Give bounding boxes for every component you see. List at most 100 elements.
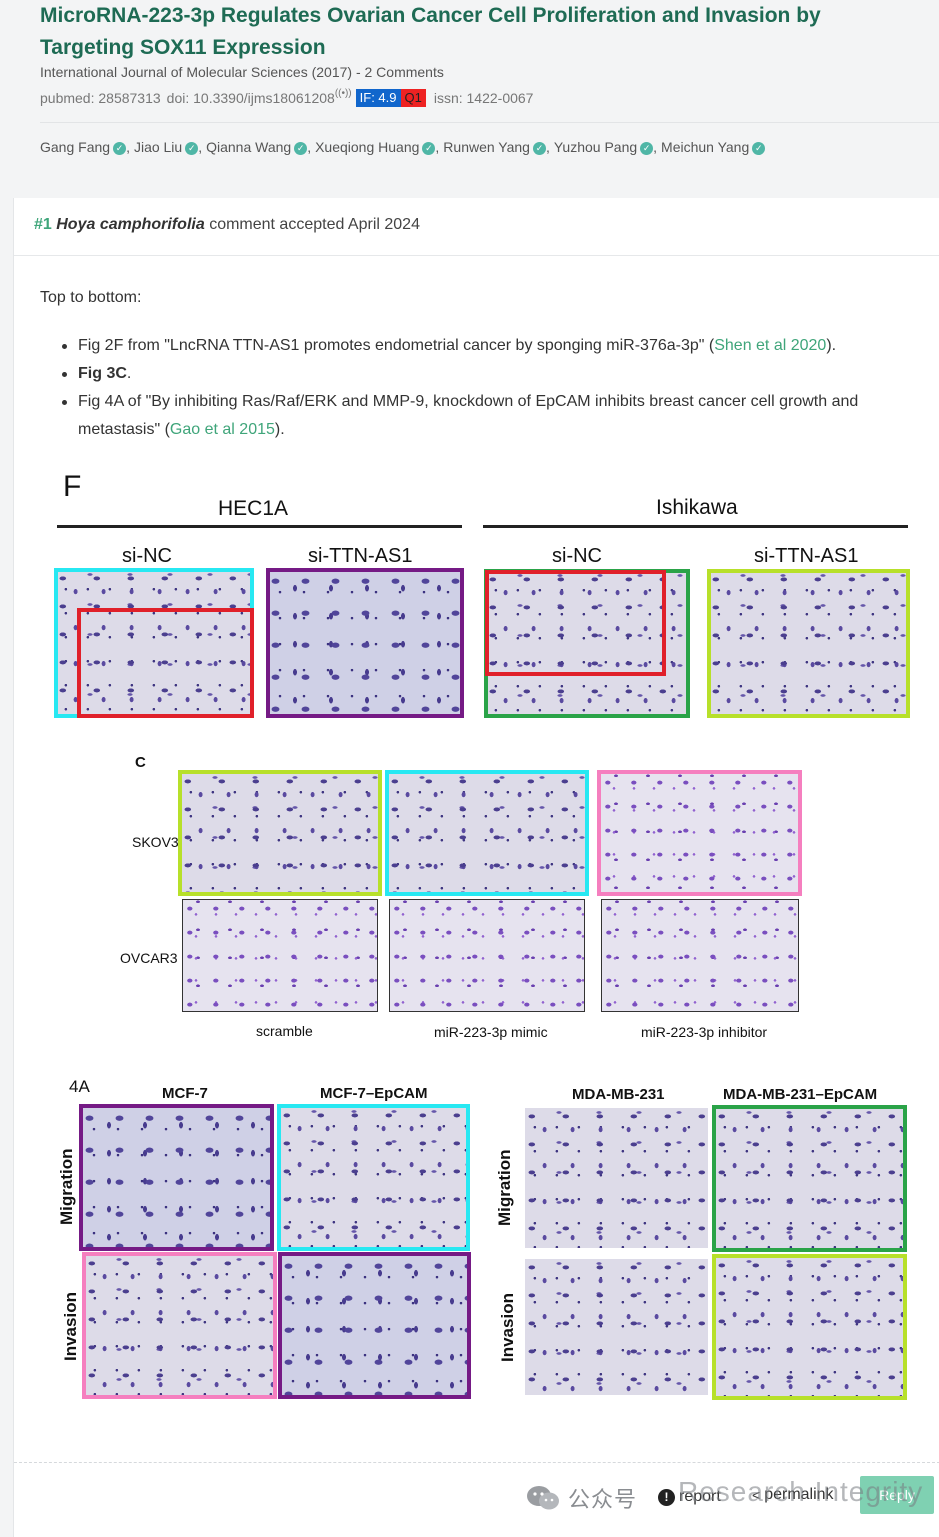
micrograph — [56, 570, 252, 716]
purple-box — [79, 1104, 274, 1251]
reference-link[interactable]: Shen et al 2020 — [714, 337, 827, 354]
micrograph — [715, 1108, 904, 1249]
verified-icon: ✓ — [422, 141, 436, 155]
panel-label: F — [63, 470, 82, 503]
reference-link[interactable]: Gao et al 2015 — [169, 421, 275, 438]
article-title[interactable]: MicroRNA-223-3p Regulates Ovarian Cancer… — [40, 4, 821, 59]
verified-icon: ✓ — [640, 141, 654, 155]
comment-bullets: Fig 2F from "LncRNA TTN-AS1 promotes end… — [58, 332, 928, 444]
panel-label: 4A — [69, 1077, 90, 1096]
image-frame — [182, 899, 378, 1012]
micrograph — [486, 571, 686, 716]
figure-4a: 4A MCF-7 MCF-7–EpCAM MDA-MB-231 MDA-MB-2… — [14, 1073, 939, 1408]
impact-factor-badge: IF: 4.9 — [355, 89, 401, 107]
red-box — [77, 608, 254, 718]
micrograph — [280, 1107, 467, 1248]
reply-button[interactable]: Reply — [860, 1476, 934, 1514]
group-bar — [483, 525, 908, 528]
micrograph — [268, 570, 462, 716]
micrograph — [182, 899, 378, 1012]
figure-3c: C SKOV3 OVCAR3 scramble miR-223-3p mimic… — [14, 748, 939, 1048]
report-button[interactable]: ! report — [658, 1488, 721, 1506]
footer-divider — [14, 1462, 939, 1463]
comment-status: comment accepted April 2024 — [209, 216, 420, 233]
lime-box — [707, 569, 910, 718]
pubmed-id[interactable]: pubmed: 28587313 — [40, 90, 161, 106]
bullet-item: Fig 2F from "LncRNA TTN-AS1 promotes end… — [58, 332, 928, 360]
commenter-name[interactable]: Hoya camphorifolia — [56, 216, 205, 233]
verified-icon: ✓ — [294, 141, 308, 155]
signal-icon: ((•)) — [334, 87, 352, 99]
green-box — [712, 1105, 907, 1252]
lime-box — [178, 770, 382, 896]
condition-label: si-TTN-AS1 — [754, 545, 859, 567]
bullet-item: Fig 3C. — [58, 360, 928, 388]
author[interactable]: Meichun Yang ✓ — [661, 139, 766, 155]
row-label: Invasion — [61, 1292, 80, 1361]
panel-label: C — [135, 754, 146, 771]
column-label: MCF-7 — [162, 1085, 208, 1102]
author[interactable]: Runwen Yang ✓ — [443, 139, 546, 155]
micrograph — [525, 1259, 708, 1395]
article-identifiers: pubmed: 28587313 doi: 10.3390/ijms180612… — [40, 87, 534, 107]
watermark-overlay: Research Integrity — [678, 1476, 924, 1507]
micrograph — [601, 899, 799, 1012]
share-icon: < — [752, 1487, 761, 1503]
row-label: OVCAR3 — [120, 950, 178, 966]
author[interactable]: Jiao Liu ✓ — [134, 139, 199, 155]
group-label: Ishikawa — [656, 496, 738, 519]
figure-2f: F HEC1A Ishikawa si-NC si-TTN-AS1 si-NC … — [14, 460, 939, 725]
row-label: Invasion — [498, 1293, 517, 1362]
author[interactable]: Qianna Wang ✓ — [206, 139, 308, 155]
permalink-button[interactable]: < permalink — [752, 1486, 834, 1503]
quartile-badge: Q1 — [400, 89, 426, 107]
doi[interactable]: doi: 10.3390/ijms18061208 — [166, 90, 335, 106]
micrograph — [600, 773, 798, 893]
journal-line: International Journal of Molecular Scien… — [40, 64, 444, 80]
column-label: MDA-MB-231 — [572, 1086, 665, 1103]
comment-number[interactable]: #1 — [34, 216, 52, 233]
comment-header: #1 Hoya camphorifolia comment accepted A… — [14, 198, 939, 256]
column-label: scramble — [256, 1023, 313, 1039]
pink-box — [82, 1252, 277, 1399]
verified-icon: ✓ — [113, 141, 127, 155]
micrograph — [525, 1108, 708, 1248]
author[interactable]: Gang Fang ✓ — [40, 139, 127, 155]
row-label: SKOV3 — [132, 834, 179, 850]
image-frame — [601, 899, 799, 1012]
divider — [40, 122, 939, 123]
condition-label: si-TTN-AS1 — [308, 545, 413, 567]
lime-box — [712, 1254, 907, 1400]
micrograph — [82, 1107, 271, 1248]
watermark-text: 公众号 — [568, 1487, 638, 1512]
group-label: HEC1A — [218, 497, 289, 520]
article-header: MicroRNA-223-3p Regulates Ovarian Cancer… — [0, 0, 939, 190]
red-box — [485, 570, 666, 676]
comment-intro: Top to bottom: — [40, 289, 142, 306]
column-label: miR-223-3p mimic — [434, 1024, 548, 1040]
micrograph — [85, 1255, 274, 1396]
verified-icon: ✓ — [532, 141, 546, 155]
micrograph — [281, 1255, 468, 1396]
condition-label: si-NC — [552, 545, 602, 567]
row-label: Migration — [57, 1148, 76, 1226]
pink-box — [597, 770, 802, 896]
comment-card: #1 Hoya camphorifolia comment accepted A… — [13, 198, 939, 1537]
cyan-box — [277, 1104, 470, 1251]
issn: issn: 1422-0067 — [433, 90, 534, 106]
bullet-item: Fig 4A of "By inhibiting Ras/Raf/ERK and… — [58, 388, 928, 444]
purple-box — [266, 568, 464, 718]
column-label: MDA-MB-231–EpCAM — [723, 1086, 878, 1103]
column-label: miR-223-3p inhibitor — [641, 1024, 768, 1040]
image-frame — [389, 899, 585, 1012]
micrograph — [181, 773, 379, 893]
row-label: Migration — [495, 1149, 514, 1227]
author[interactable]: Yuzhou Pang ✓ — [554, 139, 654, 155]
verified-icon: ✓ — [752, 141, 766, 155]
author[interactable]: Xueqiong Huang ✓ — [315, 139, 436, 155]
alert-icon: ! — [658, 1488, 675, 1506]
purple-box — [278, 1252, 471, 1399]
author-list: Gang Fang ✓, Jiao Liu ✓, Qianna Wang ✓, Xue… — [40, 139, 766, 155]
micrograph — [709, 571, 907, 716]
micrograph — [388, 773, 586, 893]
